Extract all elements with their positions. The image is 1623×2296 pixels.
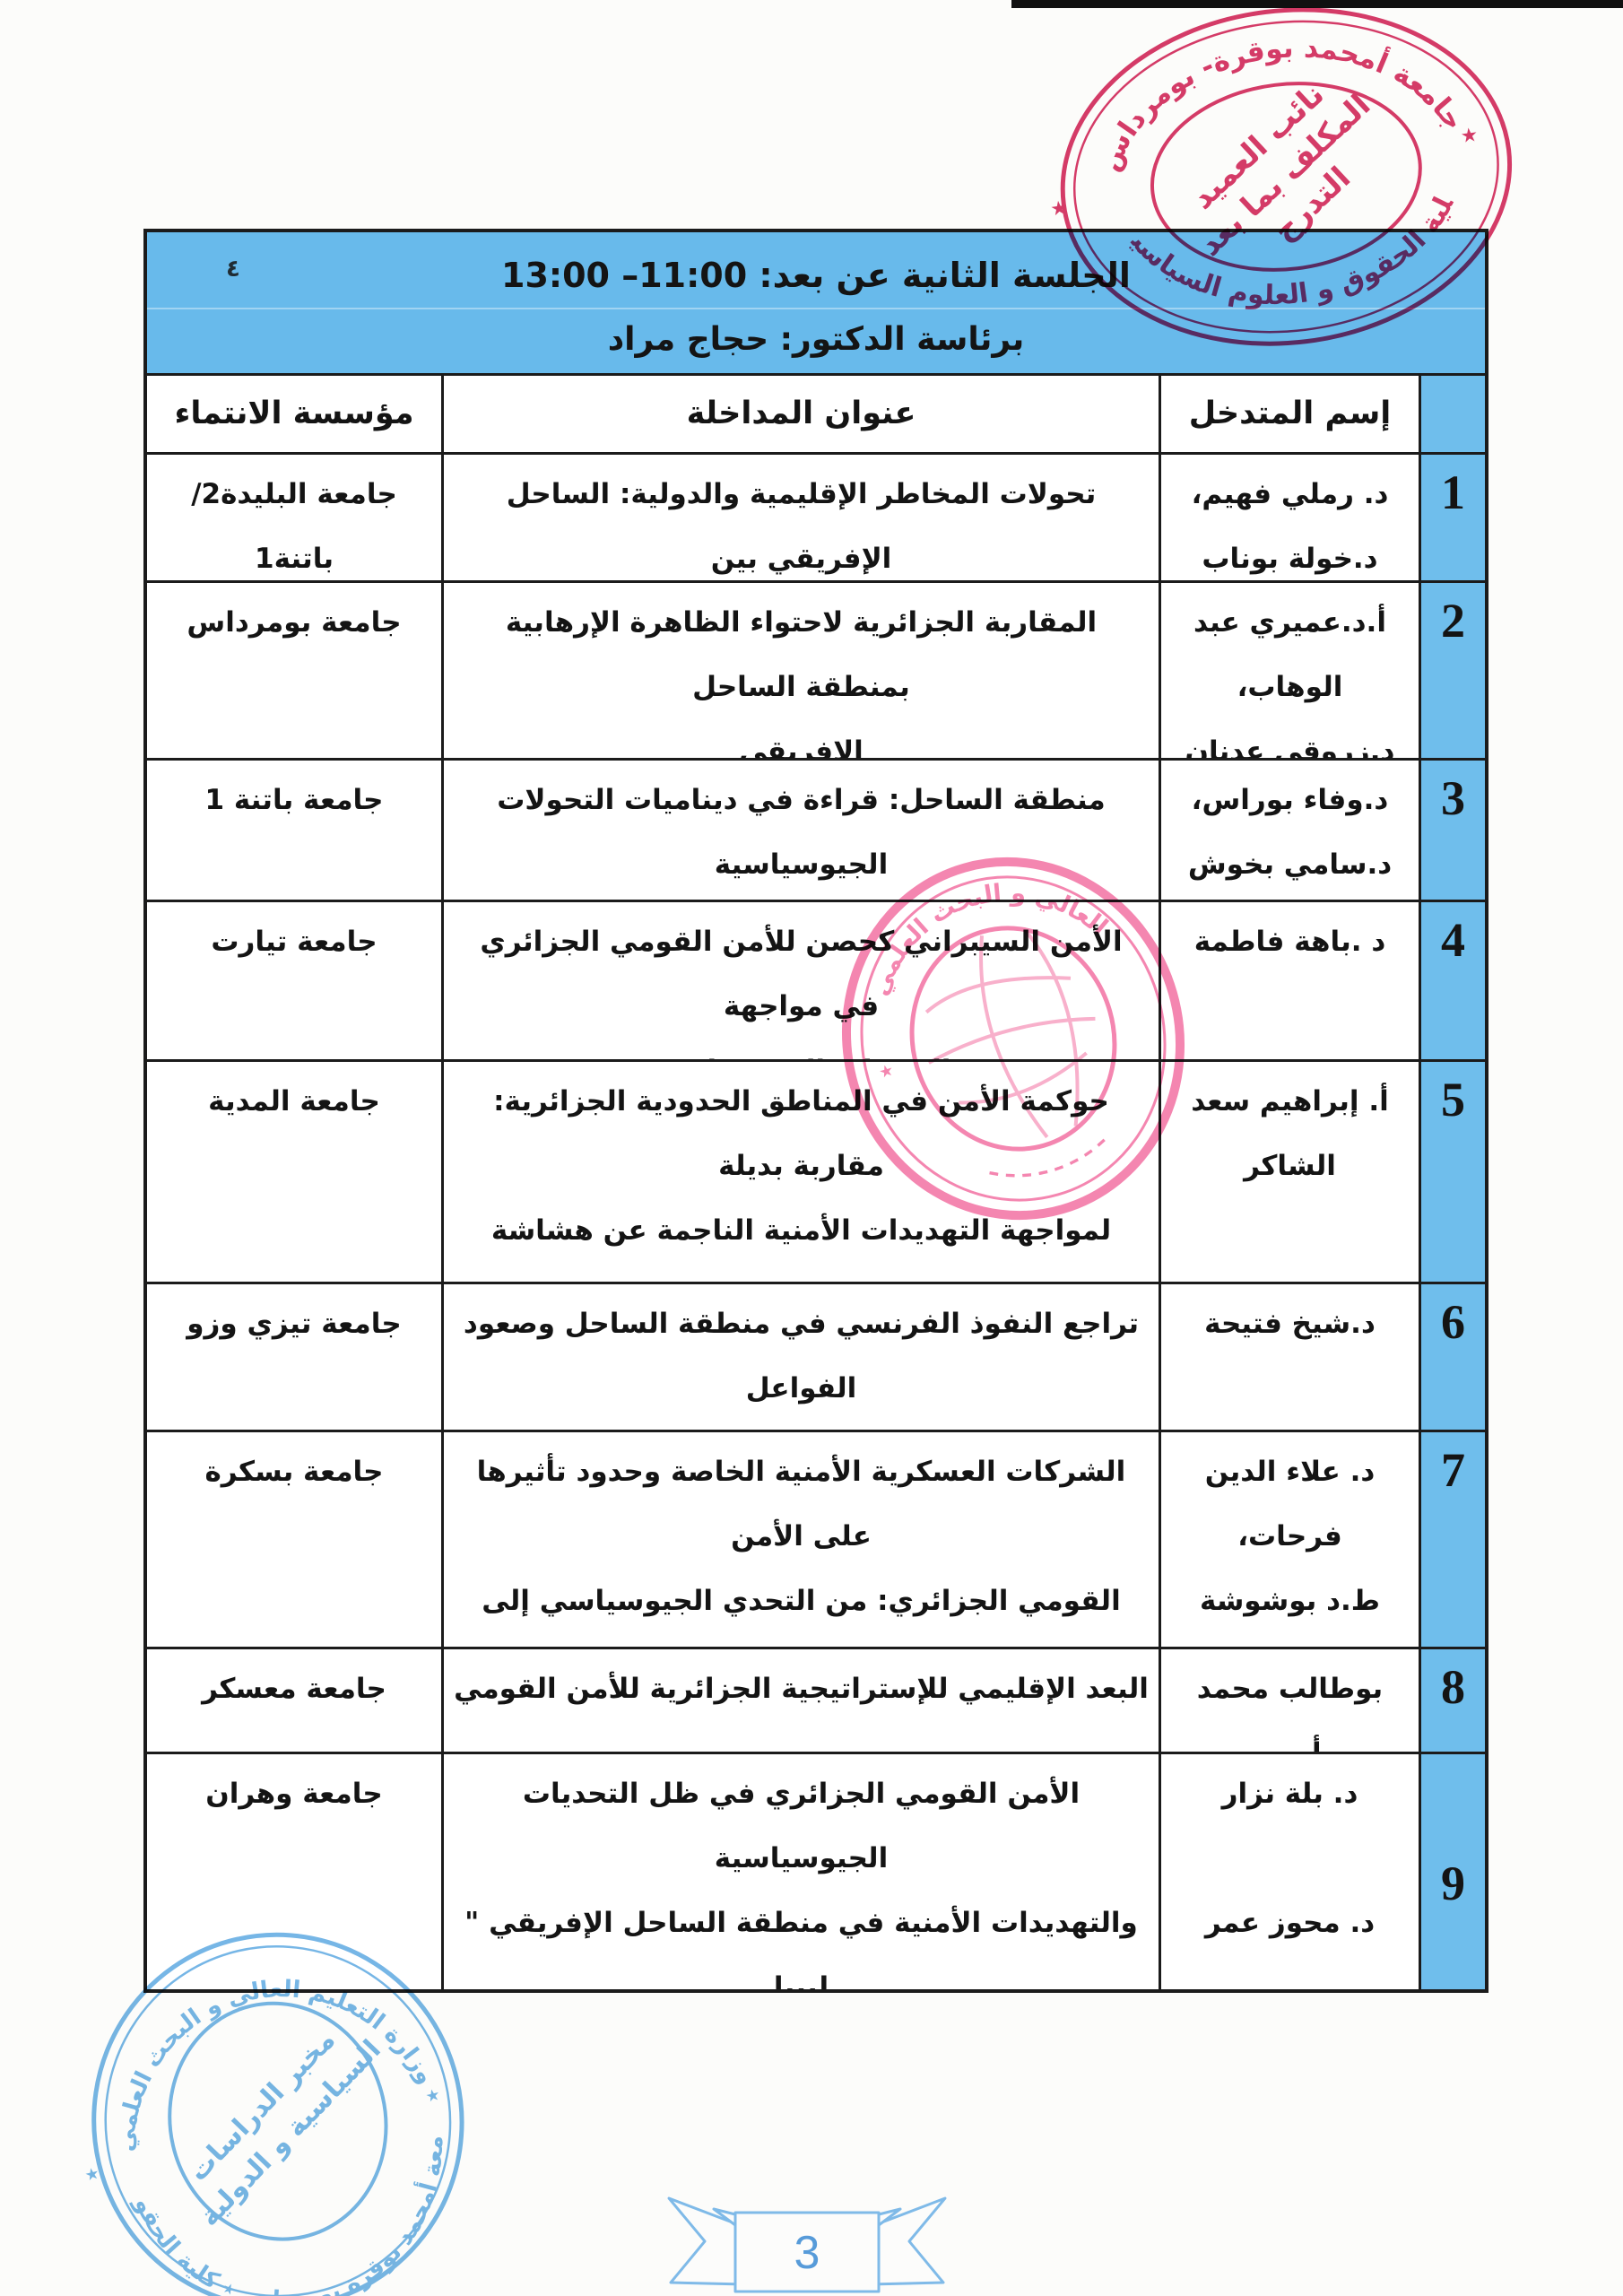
affiliation-cell: جامعة بومرداس [147,583,444,758]
title-cell: الأمن القومي الجزائري في ظل التحديات الج… [444,1754,1161,1989]
session-title: الجلسة الثانية عن بعد: 11:00– 13:00 [501,256,1131,295]
stamp-star-icon: ٭ [1048,188,1070,227]
header-affiliation-cell: مؤسسة الانتماء [147,376,444,452]
row-number: 5 [1421,1062,1485,1282]
stamp-inner-line: السياسية و الدولية [194,2034,387,2233]
session-chair: برئاسة الدكتور: حجاج مراد [607,321,1025,358]
svg-text:جامعة أمحمد بوقرة- بومرداس: جامعة أمحمد بوقرة- بومرداس [1080,11,1471,179]
row-number: 3 [1421,761,1485,900]
title-cell: منطقة الساحل: قراءة في ديناميات التحولات… [444,761,1161,900]
table-row-2: 2 أ.د.عميري عبد الوهاب، د.زروقي عدنان ال… [147,580,1485,758]
session-header-bar: الجلسة الثانية عن بعد: 11:00– 13:00 برئا… [147,232,1485,376]
ribbon-center-box [733,2211,881,2293]
stamp-inner-line: مخبر الدراسات [183,2024,342,2187]
stamp-ring-top-text: جامعة أمحمد بوقرة- بومرداس [1080,11,1471,179]
row-number: 8 [1421,1649,1485,1752]
header-speaker-cell: إسم المتدخل [1161,376,1421,452]
session-table: الجلسة الثانية عن بعد: 11:00– 13:00 برئا… [143,229,1488,1993]
session-divider-line [147,308,1485,309]
table-row-5: 5 أ. إبراهيم سعد الشاكر حوكمة الأمن في ا… [147,1059,1485,1282]
row-number: 4 [1421,902,1485,1059]
affiliation-cell: جامعة وهران [147,1754,444,1989]
row-number: 2 [1421,583,1485,758]
title-cell: المقاربة الجزائرية لاحتواء الظاهرة الإره… [444,583,1161,758]
row-number: 6 [1421,1284,1485,1430]
title-cell: حوكمة الأمن في المناطق الحدودية الجزائري… [444,1062,1161,1282]
page-number-ribbon: 3 [667,2196,947,2293]
table-row-3: 3 د.وفاء بوراس، د.سامي بخوش منطقة الساحل… [147,758,1485,900]
affiliation-cell: جامعة تيارت [147,902,444,1059]
stamp-inner-line: نائب العميد [1185,76,1331,216]
ribbon-left-tail [667,2196,746,2286]
title-cell: تحولات المخاطر الإقليمية والدولية: الساح… [444,455,1161,580]
table-row-7: 7 د. علاء الدين فرحات، ط.د بوشوشة سارة ا… [147,1430,1485,1647]
speaker-cell: د .باهة فاطمة [1161,902,1421,1059]
affiliation-cell: جامعة تيزي وزو [147,1284,444,1430]
table-row-8: 8 بوطالب محمد أمين البعد الإقليمي للإستر… [147,1647,1485,1752]
affiliation-cell: جامعة البليدة2/ باتنة1 [147,455,444,580]
table-row-4: 4 د .باهة فاطمة الأمن السيبراني كحصن للأ… [147,900,1485,1059]
title-cell: الشركات العسكرية الأمنية الخاصة وحدود تأ… [444,1432,1161,1647]
row-number: 1 [1421,455,1485,580]
speaker-cell: أ. إبراهيم سعد الشاكر [1161,1062,1421,1282]
table-row-9: 9 د. بلة نزار د. محوز عمر الأمن القومي ا… [147,1752,1485,1989]
title-cell: البعد الإقليمي للإستراتيجية الجزائرية لل… [444,1649,1161,1752]
speaker-cell: د. رملي فهيم، د.خولة بوناب [1161,455,1421,580]
speaker-cell: د.وفاء بوراس، د.سامي بخوش [1161,761,1421,900]
speaker-cell: د.شيخ فتيحة [1161,1284,1421,1430]
table-row-1: 1 د. رملي فهيم، د.خولة بوناب تحولات المخ… [147,452,1485,580]
affiliation-cell: جامعة المدية [147,1062,444,1282]
table-header-row: إسم المتدخل عنوان المداخلة مؤسسة الانتما… [147,376,1485,452]
stamp-star-icon: ٭ [422,2078,444,2112]
header-title-cell: عنوان المداخلة [444,376,1161,452]
scan-edge-artifact [1011,0,1623,8]
stamp-star-icon: ٭ [1458,116,1480,154]
speaker-cell: د. علاء الدين فرحات، ط.د بوشوشة سارة [1161,1432,1421,1647]
row-number: 9 [1421,1754,1485,1989]
header-number-cell [1421,376,1485,452]
affiliation-cell: جامعة بسكرة [147,1432,444,1647]
speaker-cell: أ.د.عميري عبد الوهاب، د.زروقي عدنان [1161,583,1421,758]
affiliation-cell: جامعة معسكر [147,1649,444,1752]
stray-ink-mark: ٤ [226,256,240,283]
affiliation-cell: جامعة باتنة 1 [147,761,444,900]
title-cell: الأمن السيبراني كحصن للأمن القومي الجزائ… [444,902,1161,1059]
page-number: 3 [794,2227,820,2279]
speaker-cell: بوطالب محمد أمين [1161,1649,1421,1752]
table-row-6: 6 د.شيخ فتيحة تراجع النفوذ الفرنسي في من… [147,1282,1485,1430]
ribbon-right-tail [868,2196,947,2286]
speaker-cell: د. بلة نزار د. محوز عمر [1161,1754,1421,1989]
row-number: 7 [1421,1432,1485,1647]
title-cell: تراجع النفوذ الفرنسي في منطقة الساحل وصع… [444,1284,1161,1430]
stamp-star-icon: ٭ [82,2157,103,2191]
